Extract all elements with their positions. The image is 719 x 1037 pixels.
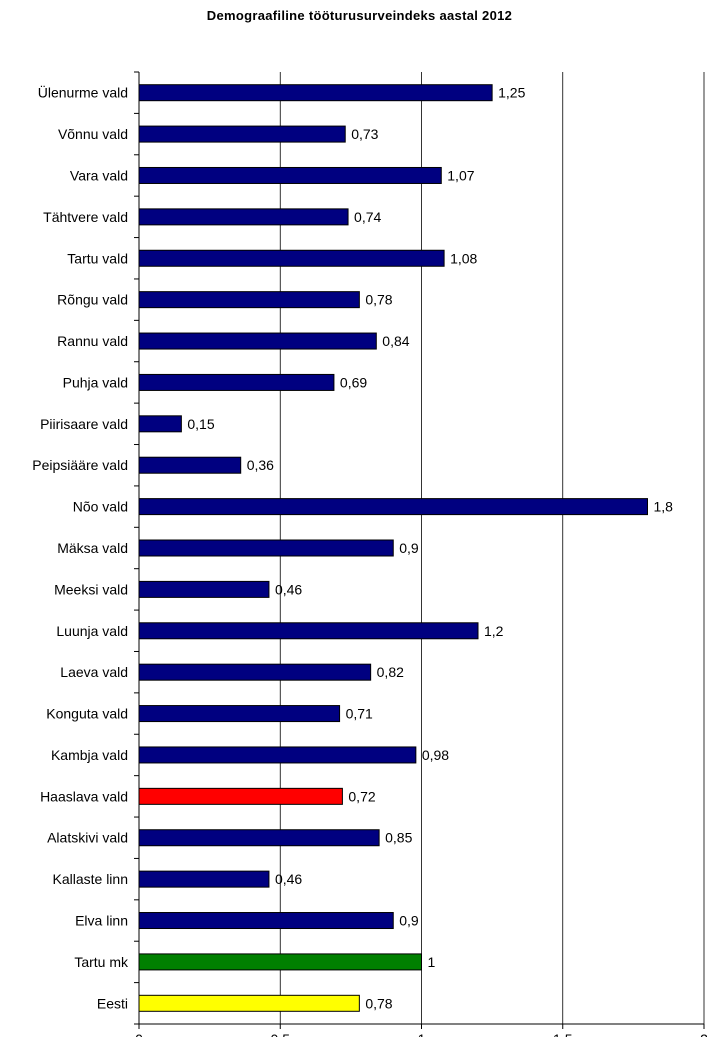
category-label: Rannu vald (57, 333, 128, 349)
value-label: 0,78 (365, 292, 392, 308)
bar[interactable] (138, 415, 182, 433)
bar[interactable] (138, 746, 417, 764)
bar[interactable] (138, 953, 422, 971)
value-label: 0,9 (399, 540, 419, 556)
category-label: Haaslava vald (40, 788, 128, 804)
category-label: Rõngu vald (57, 292, 128, 308)
chart-title: Demograafiline tööturusurveindeks aastal… (206, 8, 513, 23)
value-label: 0,74 (354, 209, 381, 225)
bar[interactable] (138, 705, 341, 723)
category-label: Luunja vald (56, 623, 128, 639)
bar[interactable] (138, 663, 372, 681)
bar[interactable] (138, 125, 346, 143)
category-label: Tartu mk (74, 954, 129, 970)
value-label: 0,73 (351, 126, 378, 142)
value-label: 1,08 (450, 250, 477, 266)
category-label: Eesti (97, 995, 128, 1011)
bar[interactable] (138, 84, 493, 102)
value-label: 0,9 (399, 913, 419, 929)
category-label: Puhja vald (63, 374, 128, 390)
x-tick-label: 2 (700, 1031, 708, 1037)
bar[interactable] (138, 580, 270, 598)
value-label: 0,71 (346, 706, 373, 722)
bar[interactable] (138, 994, 360, 1012)
category-label: Mäksa vald (57, 540, 128, 556)
bar[interactable] (138, 787, 343, 805)
category-label: Nõo vald (73, 499, 128, 515)
category-label: Laeva vald (60, 664, 128, 680)
category-label: Meeksi vald (54, 581, 128, 597)
x-tick-label: 0,5 (271, 1031, 291, 1037)
category-label: Piirisaare vald (40, 416, 128, 432)
bar[interactable] (138, 208, 349, 226)
bar[interactable] (138, 622, 479, 640)
bar[interactable] (138, 332, 377, 350)
bar[interactable] (138, 249, 445, 267)
category-label: Alatskivi vald (47, 830, 128, 846)
category-label: Kallaste linn (53, 871, 129, 887)
value-label: 1,07 (447, 167, 474, 183)
bar[interactable] (138, 166, 442, 184)
category-label: Tähtvere vald (43, 209, 128, 225)
category-label: Elva linn (75, 913, 128, 929)
value-label: 0,98 (422, 747, 449, 763)
x-tick-label: 1,5 (553, 1031, 573, 1037)
category-label: Kambja vald (51, 747, 128, 763)
category-label: Tartu vald (67, 250, 128, 266)
x-tick-label: 1 (418, 1031, 426, 1037)
value-label: 0,36 (247, 457, 274, 473)
category-label: Ülenurme vald (38, 84, 128, 101)
value-label: 1,2 (484, 623, 504, 639)
category-label: Peipsiääre vald (32, 457, 128, 473)
value-label: 0,46 (275, 871, 302, 887)
value-label: 0,69 (340, 374, 367, 390)
value-label: 0,82 (377, 664, 404, 680)
bar[interactable] (138, 870, 270, 888)
value-label: 1,8 (654, 499, 674, 515)
value-label: 0,78 (365, 995, 392, 1011)
bar[interactable] (138, 829, 380, 847)
bar[interactable] (138, 291, 360, 309)
bar[interactable] (138, 373, 335, 391)
value-label: 0,72 (348, 788, 375, 804)
value-label: 1 (428, 954, 436, 970)
category-label: Konguta vald (46, 706, 128, 722)
bar[interactable] (138, 539, 394, 557)
category-label: Vara vald (70, 167, 128, 183)
x-tick-label: 0 (135, 1031, 143, 1037)
value-label: 0,85 (385, 830, 412, 846)
value-label: 0,46 (275, 581, 302, 597)
bar[interactable] (138, 912, 394, 930)
value-label: 0,15 (187, 416, 214, 432)
value-label: 0,84 (382, 333, 409, 349)
value-label: 1,25 (498, 85, 525, 101)
bar[interactable] (138, 498, 648, 516)
bar[interactable] (138, 456, 242, 474)
category-label: Võnnu vald (58, 126, 128, 142)
